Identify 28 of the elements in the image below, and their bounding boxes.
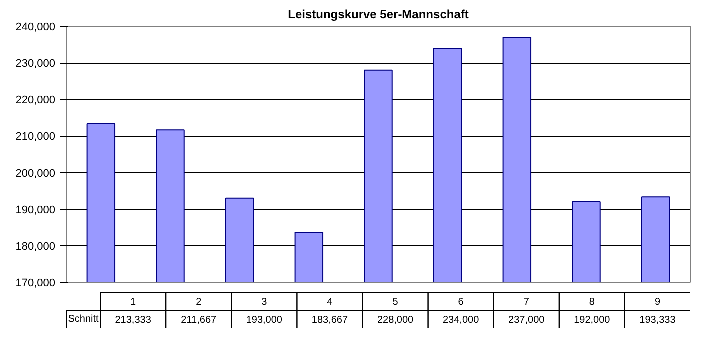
y-tick-label: 180,000 (16, 240, 56, 253)
data-label: 193,333 (640, 315, 676, 326)
x-tick-label: 3 (262, 297, 268, 308)
data-label: 193,000 (246, 315, 283, 326)
y-tick-label: 170,000 (16, 278, 56, 290)
data-label: 183,667 (312, 315, 348, 326)
y-tick-label: 190,000 (16, 204, 56, 216)
data-label: 234,000 (442, 315, 480, 326)
x-tick-label: 5 (392, 297, 399, 308)
y-tick-label: 200,000 (16, 168, 56, 180)
data-label: 211,667 (181, 315, 218, 326)
x-tick-label: 6 (458, 297, 464, 308)
data-label: 237,000 (508, 315, 546, 326)
x-tick-label: 7 (524, 297, 530, 308)
text: Schnitt (68, 314, 100, 325)
x-tick-label: 8 (589, 297, 596, 308)
data-label: 228,000 (377, 315, 414, 326)
chart-title: Leistungskurve 5er-Mannschaft (288, 8, 469, 22)
y-tick-label: 230,000 (16, 58, 56, 70)
data-label: 192,000 (574, 315, 611, 326)
y-tick-label: 220,000 (16, 94, 56, 107)
data-label: 213,333 (115, 315, 152, 326)
x-tick-label: 2 (196, 297, 202, 308)
y-tick-label: 240,000 (16, 22, 56, 34)
x-tick-label: 4 (327, 297, 334, 308)
x-tick-label: 1 (130, 297, 137, 308)
x-tick-label: 9 (654, 297, 661, 308)
y-tick-label: 210,000 (16, 131, 56, 144)
